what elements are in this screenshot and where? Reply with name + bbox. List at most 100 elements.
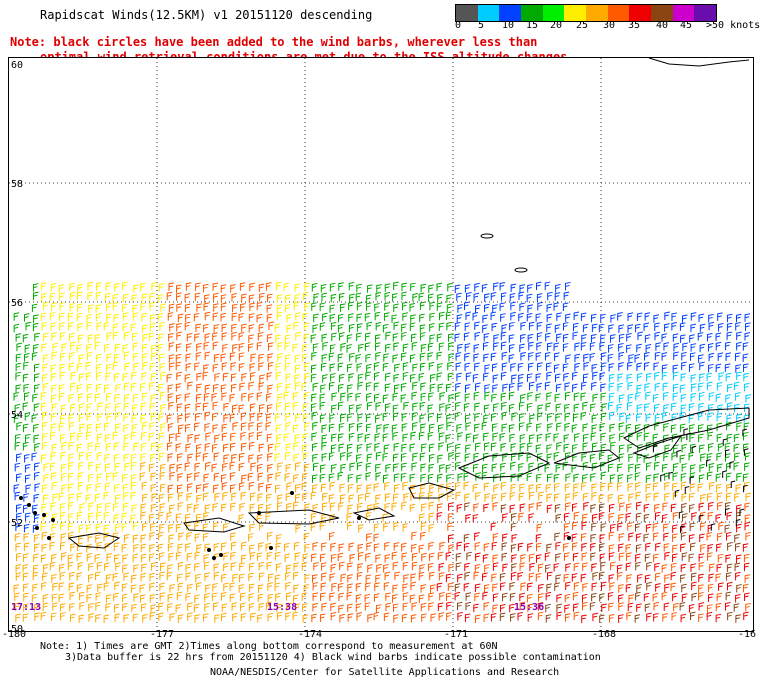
wind-barb — [329, 282, 336, 292]
wind-barb — [340, 573, 347, 583]
wind-barb — [77, 393, 84, 402]
wind-barb — [411, 412, 418, 421]
wind-barb — [493, 484, 499, 493]
wind-barb — [652, 433, 659, 443]
wind-barb — [582, 461, 589, 471]
wind-barb — [393, 493, 399, 502]
wind-barb — [472, 463, 479, 473]
wind-barb — [698, 424, 704, 433]
wind-barb — [230, 362, 237, 371]
wind-barb — [706, 532, 713, 541]
wind-barb — [509, 491, 516, 501]
wind-barb — [582, 562, 588, 571]
wind-barb — [241, 392, 247, 402]
wind-barb — [473, 391, 480, 401]
wind-barb — [364, 433, 371, 443]
wind-barb — [382, 412, 389, 421]
wind-barb — [338, 592, 345, 602]
wind-barb — [520, 393, 526, 403]
wind-barb — [365, 371, 371, 381]
wind-barb — [33, 344, 39, 353]
wind-barb — [553, 563, 560, 572]
wind-barb — [706, 333, 713, 342]
wind-barb — [436, 372, 443, 381]
wind-barb — [672, 533, 678, 542]
wind-barb — [619, 502, 625, 511]
wind-barb — [16, 453, 22, 462]
wind-barb — [475, 382, 481, 392]
wind-barb — [591, 522, 597, 532]
wind-barb — [22, 572, 29, 581]
wind-barb — [529, 491, 535, 501]
wind-barb — [634, 354, 641, 363]
wind-barb — [355, 603, 362, 612]
wind-barb — [672, 333, 679, 342]
wind-barb — [241, 541, 247, 551]
wind-barb — [509, 592, 516, 602]
wind-barb — [148, 513, 155, 523]
wind-barb — [13, 584, 20, 593]
wind-barb — [743, 382, 750, 392]
wind-barb — [79, 503, 86, 512]
wind-barb — [213, 303, 219, 312]
wind-barb — [383, 444, 390, 453]
wind-barb — [13, 484, 20, 493]
wind-barb — [607, 463, 614, 473]
wind-barb — [529, 562, 535, 572]
wind-barb — [464, 562, 470, 572]
wind-barb — [97, 413, 103, 422]
wind-barb — [186, 492, 193, 502]
map-title: Rapidscat Winds(12.5KM) v1 20151120 desc… — [40, 8, 373, 22]
wind-barb — [366, 532, 372, 542]
wind-barb — [609, 582, 615, 591]
wind-barb — [32, 393, 38, 403]
wind-barb — [158, 531, 164, 541]
wind-barb — [618, 533, 625, 542]
wind-barb — [168, 552, 175, 562]
wind-barb — [159, 523, 165, 533]
wind-barb — [428, 392, 434, 401]
wind-barb — [158, 353, 165, 362]
wind-barb — [689, 424, 695, 433]
wind-barb — [339, 292, 345, 302]
legend-swatch — [477, 5, 500, 21]
wind-barb — [680, 563, 687, 573]
wind-barb — [382, 394, 389, 403]
wind-barb — [427, 404, 434, 413]
wind-barb — [454, 322, 461, 331]
wind-barb — [50, 372, 57, 382]
wind-barb — [78, 413, 85, 423]
wind-barb — [347, 583, 353, 592]
wind-barb — [446, 474, 452, 483]
wind-barb — [185, 353, 192, 362]
wind-barb — [266, 483, 272, 493]
wind-barb — [285, 383, 292, 392]
wind-barb — [563, 512, 570, 522]
wind-barb — [31, 303, 38, 313]
wind-barb — [202, 523, 209, 532]
wind-barb — [95, 363, 102, 373]
wind-barb — [573, 603, 579, 612]
wind-barb — [726, 511, 733, 521]
wind-barb — [401, 423, 408, 432]
wind-barb — [294, 374, 300, 383]
wind-barb — [663, 602, 670, 612]
wind-barb — [457, 573, 463, 583]
wind-barb — [187, 453, 194, 463]
wind-barb — [707, 544, 714, 553]
wind-barb — [736, 472, 742, 482]
wind-barb — [600, 412, 607, 422]
wind-barb — [654, 351, 661, 361]
wind-barb — [238, 342, 245, 352]
wind-barb — [94, 334, 101, 343]
contaminated-barb — [742, 428, 748, 437]
wind-barb — [169, 471, 176, 481]
wind-barb — [88, 562, 94, 572]
wind-barb — [321, 572, 327, 582]
wind-barb — [356, 363, 363, 372]
wind-barb — [742, 342, 749, 351]
wind-barb — [348, 281, 355, 291]
wind-barb — [393, 484, 400, 493]
wind-barb — [384, 571, 391, 581]
wind-barb — [707, 593, 714, 602]
